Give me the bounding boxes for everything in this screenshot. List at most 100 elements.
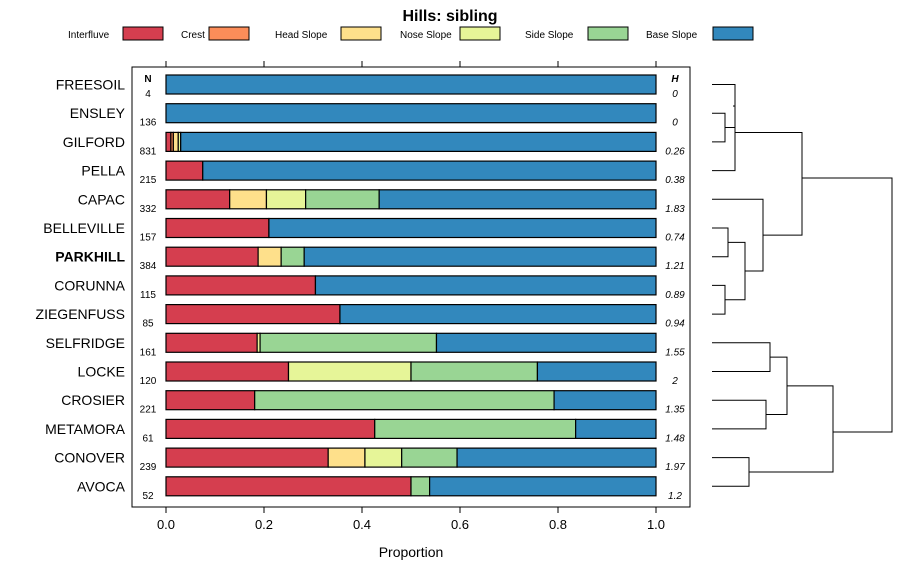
bar-segment-side-slope <box>410 476 431 497</box>
dendrogram-branch-4 <box>712 227 729 258</box>
bar-segment-side-slope <box>401 447 458 468</box>
row-label: AVOCA <box>77 478 126 494</box>
h-column-header: H <box>671 74 679 85</box>
x-tick-label: 0.6 <box>451 517 469 532</box>
bar-segment-side-slope <box>280 246 305 267</box>
dendrogram-branch-12 <box>712 457 750 487</box>
legend-swatch-2 <box>340 26 382 41</box>
bar-row-pella: PELLA 215 0.38 <box>81 160 685 186</box>
bar-segment-nose-slope <box>364 447 403 468</box>
bar-segment-side-slope <box>254 390 555 411</box>
row-h: 1.2 <box>668 491 682 502</box>
bar-segment-nose-slope <box>287 361 412 382</box>
row-label: CAPAC <box>78 191 125 207</box>
row-h: 0.89 <box>665 290 685 301</box>
row-n: 4 <box>145 89 151 100</box>
row-label: PELLA <box>81 163 125 179</box>
row-label: CONOVER <box>54 450 125 466</box>
row-h: 0.26 <box>665 146 685 157</box>
bar-segment-head-slope <box>229 189 268 210</box>
bar-segment-interfluve <box>165 217 270 239</box>
x-tick-label: 0.0 <box>157 517 175 532</box>
row-n: 332 <box>140 204 157 215</box>
row-label: CORUNNA <box>54 277 125 293</box>
bar-row-corunna: CORUNNA 115 0.89 <box>54 275 685 301</box>
axes: 0.0 0.2 0.4 0.6 0.8 1.0 <box>157 61 665 532</box>
bar-segment-base-slope <box>429 476 657 497</box>
dendrogram-branch-7 <box>712 198 764 272</box>
legend-swatch-3 <box>459 26 501 41</box>
bar-row-belleville: BELLEVILLE 157 0.74 <box>43 217 685 244</box>
row-label: ZIEGENFUSS <box>36 306 125 322</box>
row-label: LOCKE <box>78 364 125 380</box>
n-column-header: N <box>144 74 151 85</box>
bar-segment-base-slope <box>314 275 657 296</box>
row-h: 1.55 <box>665 347 685 358</box>
row-n: 831 <box>140 146 157 157</box>
row-h: 0 <box>672 89 678 100</box>
legend-swatch-1 <box>208 26 250 41</box>
x-tick-label: 0.2 <box>255 517 273 532</box>
bar-segment-base-slope <box>202 160 657 181</box>
bar-segment-interfluve <box>165 332 258 353</box>
row-n: 221 <box>140 405 157 416</box>
bar-segment-base-slope <box>456 447 657 468</box>
legend-label-2: Head Slope <box>275 30 328 41</box>
dendrogram <box>712 84 893 487</box>
row-h: 1.83 <box>665 204 685 215</box>
bar-row-selfridge: SELFRIDGE 161 1.55 <box>46 332 685 358</box>
row-h: 0 <box>672 118 678 129</box>
x-axis-title: Proportion <box>379 544 444 560</box>
row-label: GILFORD <box>63 134 125 150</box>
dendrogram-branch-5 <box>712 284 726 315</box>
bar-row-ziegenfuss: ZIEGENFUSS 85 0.94 <box>36 304 685 330</box>
bar-segment-base-slope <box>553 390 657 411</box>
row-label: ENSLEY <box>70 105 126 121</box>
legend-label-3: Nose Slope <box>400 30 452 41</box>
bar-row-parkhill: PARKHILL 384 1.21 <box>55 246 685 272</box>
bar-segment-base-slope <box>303 246 657 267</box>
dendrogram-branch-11 <box>766 356 788 416</box>
plot-frame <box>131 66 691 508</box>
row-label: CROSIER <box>61 392 125 408</box>
dendrogram-branch-9 <box>712 342 771 372</box>
bar-segment-side-slope <box>374 418 577 439</box>
row-n: 115 <box>140 290 156 301</box>
bar-row-ensley: ENSLEY 136 0 <box>70 103 678 129</box>
row-label: SELFRIDGE <box>46 335 125 351</box>
row-label: FREESOIL <box>56 77 125 93</box>
row-n: 52 <box>142 491 154 502</box>
bar-row-metamora: METAMORA 61 1.48 <box>45 418 685 444</box>
x-tick-label: 1.0 <box>647 517 665 532</box>
row-h: 0.38 <box>665 175 685 186</box>
bar-segment-base-slope <box>339 304 657 325</box>
row-h: 2 <box>671 376 678 387</box>
legend-label-5: Base Slope <box>646 30 698 41</box>
bar-segment-interfluve <box>165 131 172 152</box>
legend: Interfluve Crest Head Slope Nose Slope Side … <box>68 26 754 41</box>
bar-segment-base-slope <box>165 74 657 95</box>
bar-segment-interfluve <box>165 275 317 296</box>
bar-row-capac: CAPAC 332 1.83 <box>78 189 685 215</box>
bar-segment-side-slope <box>259 332 438 353</box>
bar-row-locke: LOCKE 120 2 <box>78 361 678 387</box>
legend-label-4: Side Slope <box>525 30 574 41</box>
bar-segment-interfluve <box>165 390 256 411</box>
legend-swatch-5 <box>712 26 754 41</box>
row-n: 161 <box>140 347 157 358</box>
bar-segment-base-slope <box>378 189 657 210</box>
bar-segment-head-slope <box>257 246 282 267</box>
bar-segment-base-slope <box>180 131 657 152</box>
row-h: 1.48 <box>665 433 685 444</box>
row-h: 1.35 <box>665 405 685 416</box>
bar-segment-head-slope <box>172 131 179 152</box>
bar-segment-base-slope <box>536 361 657 382</box>
row-h: 1.21 <box>665 261 684 272</box>
row-h: 0.74 <box>665 233 685 244</box>
dendrogram-branch-3 <box>712 106 736 172</box>
bar-segment-interfluve <box>165 418 376 439</box>
bar-segment-interfluve <box>165 160 204 181</box>
legend-swatch-4 <box>587 26 629 41</box>
legend-swatch-0 <box>122 26 164 41</box>
